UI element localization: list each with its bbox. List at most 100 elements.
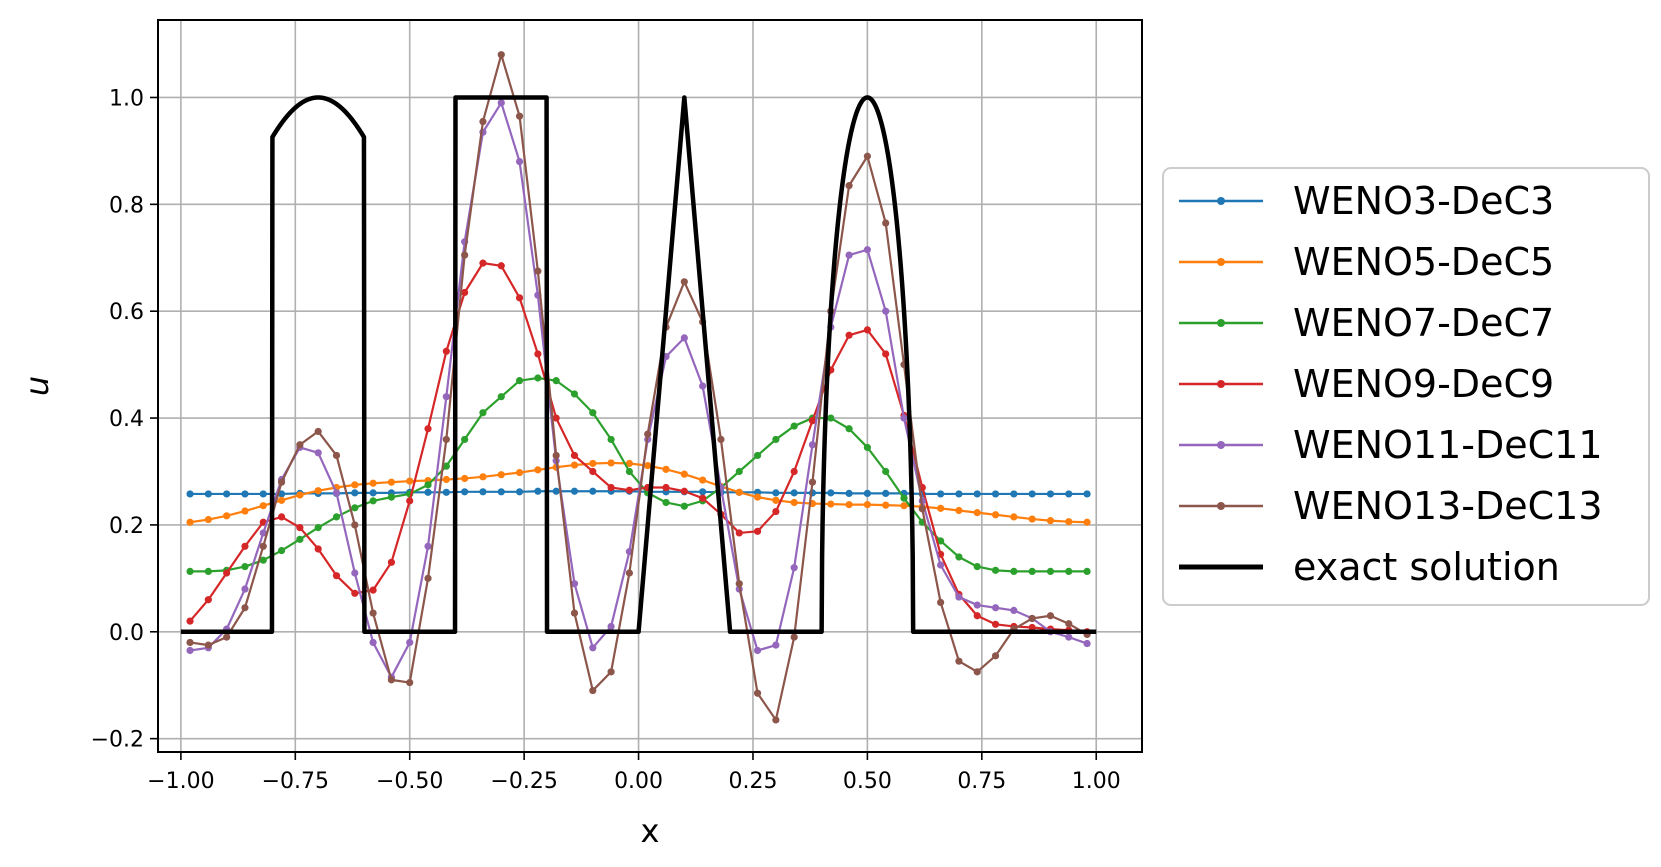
data-point-weno3-dec3: [351, 489, 359, 497]
y-tick-label: −0.2: [91, 728, 144, 753]
data-point-weno7-dec7: [424, 481, 432, 489]
data-point-weno5-dec5: [772, 496, 780, 504]
y-tick-label: 0.4: [109, 407, 144, 432]
series-group: [179, 51, 1099, 724]
data-point-weno13-dec13: [918, 505, 926, 513]
data-point-weno13-dec13: [772, 716, 780, 724]
legend-marker-weno5-dec5: [1217, 258, 1225, 266]
data-point-weno3-dec3: [369, 489, 377, 497]
data-point-weno3-dec3: [955, 490, 963, 498]
data-point-weno3-dec3: [1046, 490, 1055, 498]
data-point-weno7-dec7: [1065, 567, 1073, 576]
data-point-weno7-dec7: [369, 497, 377, 505]
data-point-weno13-dec13: [332, 451, 341, 460]
data-point-weno13-dec13: [442, 435, 450, 444]
data-point-weno9-dec9: [534, 350, 542, 358]
data-point-weno7-dec7: [314, 523, 322, 532]
grid: [158, 20, 1142, 752]
data-point-weno5-dec5: [699, 476, 707, 484]
x-tick-label: 0.50: [843, 769, 892, 794]
y-tick-label: 0.0: [109, 621, 144, 646]
data-point-weno11-dec11: [332, 489, 341, 497]
data-point-weno9-dec9: [699, 494, 707, 502]
data-point-weno5-dec5: [735, 488, 743, 496]
data-point-weno7-dec7: [277, 546, 286, 555]
data-point-weno5-dec5: [1010, 513, 1018, 521]
data-point-weno13-dec13: [461, 251, 469, 259]
data-point-weno13-dec13: [863, 152, 871, 160]
data-point-weno13-dec13: [204, 641, 212, 649]
data-point-weno5-dec5: [753, 493, 762, 501]
data-point-weno7-dec7: [259, 556, 267, 564]
data-point-weno3-dec3: [937, 490, 945, 498]
data-point-weno9-dec9: [442, 347, 450, 355]
data-point-weno7-dec7: [1083, 567, 1091, 576]
data-point-weno7-dec7: [735, 467, 743, 476]
data-point-weno9-dec9: [552, 414, 560, 422]
data-point-weno13-dec13: [1046, 612, 1055, 620]
data-point-weno11-dec11: [607, 622, 615, 631]
data-point-weno7-dec7: [680, 502, 688, 510]
data-point-weno3-dec3: [424, 488, 432, 496]
data-point-weno7-dec7: [552, 377, 560, 385]
legend-label-weno7-dec7: WENO7-DeC7: [1293, 301, 1554, 345]
data-point-weno3-dec3: [461, 488, 469, 496]
legend-marker-weno9-dec9: [1217, 380, 1225, 388]
data-point-weno13-dec13: [406, 678, 414, 687]
data-point-weno3-dec3: [772, 489, 780, 497]
data-point-weno5-dec5: [973, 509, 981, 517]
data-point-weno7-dec7: [772, 435, 780, 444]
data-point-weno7-dec7: [882, 467, 890, 476]
data-point-weno9-dec9: [607, 483, 615, 492]
data-point-weno11-dec11: [589, 644, 597, 652]
legend-label-weno3-dec3: WENO3-DeC3: [1293, 179, 1554, 223]
data-point-weno5-dec5: [644, 462, 652, 470]
data-point-weno5-dec5: [223, 512, 231, 520]
data-point-weno3-dec3: [442, 488, 450, 496]
x-axis-label: x: [641, 812, 660, 850]
data-point-weno13-dec13: [223, 633, 231, 641]
data-point-weno13-dec13: [735, 580, 743, 588]
data-point-weno9-dec9: [973, 612, 981, 620]
data-point-weno5-dec5: [625, 459, 634, 468]
data-point-weno3-dec3: [497, 488, 505, 496]
legend-label-weno13-dec13: WENO13-DeC13: [1293, 484, 1603, 528]
data-point-weno7-dec7: [863, 443, 871, 452]
data-point-weno3-dec3: [827, 489, 835, 497]
data-point-weno13-dec13: [589, 686, 597, 695]
data-point-weno3-dec3: [699, 488, 707, 496]
x-tick-label: −1.00: [147, 769, 214, 794]
data-point-weno5-dec5: [479, 473, 487, 481]
data-point-weno7-dec7: [387, 493, 396, 501]
data-point-weno9-dec9: [351, 589, 359, 597]
data-point-weno11-dec11: [406, 638, 414, 647]
data-point-weno3-dec3: [259, 490, 267, 498]
data-point-weno5-dec5: [1065, 518, 1073, 526]
data-point-weno3-dec3: [204, 490, 212, 498]
data-point-weno7-dec7: [442, 462, 450, 470]
legend-label-exact-solution: exact solution: [1293, 545, 1560, 589]
data-point-weno3-dec3: [790, 489, 798, 497]
data-point-weno11-dec11: [882, 307, 890, 315]
data-point-weno13-dec13: [845, 182, 853, 190]
data-point-weno7-dec7: [845, 425, 853, 433]
data-point-weno3-dec3: [589, 487, 597, 495]
data-point-weno7-dec7: [955, 553, 963, 561]
series-line-exact-solution: [179, 95, 1099, 635]
data-point-weno3-dec3: [1065, 490, 1073, 498]
data-point-weno13-dec13: [717, 435, 725, 444]
data-point-weno7-dec7: [296, 535, 304, 543]
data-point-weno9-dec9: [680, 487, 688, 495]
data-point-weno5-dec5: [680, 470, 688, 478]
data-point-weno3-dec3: [479, 488, 487, 496]
x-tick-label: 0.75: [957, 769, 1006, 794]
data-point-weno11-dec11: [570, 580, 579, 588]
data-point-weno5-dec5: [589, 459, 597, 468]
data-point-weno7-dec7: [534, 374, 542, 382]
data-point-weno13-dec13: [753, 689, 762, 697]
data-point-weno11-dec11: [845, 251, 853, 259]
data-point-weno5-dec5: [900, 502, 908, 510]
data-point-weno5-dec5: [863, 501, 871, 509]
legend-marker-weno11-dec11: [1217, 441, 1225, 449]
